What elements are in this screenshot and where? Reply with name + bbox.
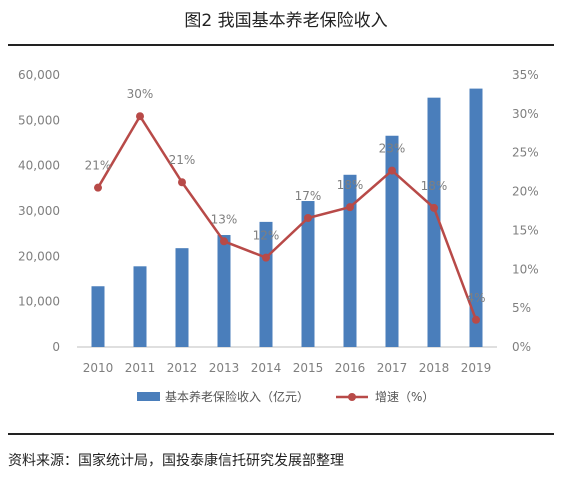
y-left-tick-label: 30,000 <box>18 204 60 218</box>
growth-point <box>472 315 480 324</box>
growth-data-label: 13% <box>211 212 238 226</box>
x-tick-label: 2010 <box>83 361 114 375</box>
y-right-tick-label: 35% <box>512 68 539 82</box>
growth-data-label: 30% <box>127 87 154 101</box>
y-right-tick-label: 10% <box>512 262 539 276</box>
top-rule <box>8 44 554 46</box>
bar <box>175 248 189 347</box>
bar <box>91 286 105 347</box>
growth-data-label: 18% <box>421 179 448 193</box>
x-tick-label: 2013 <box>209 361 240 375</box>
bar <box>343 174 357 347</box>
legend-bar-swatch <box>137 392 160 401</box>
x-tick-label: 2018 <box>419 361 450 375</box>
growth-data-label: 17% <box>295 189 322 203</box>
growth-data-label: 18% <box>337 178 364 192</box>
bar <box>217 235 231 347</box>
legend-bar-label: 基本养老保险收入（亿元） <box>165 389 309 404</box>
bar <box>427 97 441 348</box>
growth-data-label: 4% <box>466 291 485 305</box>
growth-point <box>178 178 186 187</box>
y-left-tick-label: 60,000 <box>18 68 60 82</box>
growth-point <box>388 166 396 175</box>
bottom-rule <box>8 433 554 435</box>
x-tick-label: 2016 <box>335 361 366 375</box>
x-tick-label: 2015 <box>293 361 324 375</box>
source-note: 资料来源：国家统计局，国投泰康信托研究发展部整理 <box>8 453 344 469</box>
y-left-tick-label: 40,000 <box>18 159 60 173</box>
y-right-tick-label: 0% <box>512 340 531 354</box>
growth-data-label: 21% <box>85 159 112 173</box>
growth-point <box>346 203 354 212</box>
bar <box>133 266 147 347</box>
growth-point <box>94 183 102 192</box>
y-right-tick-label: 30% <box>512 107 539 121</box>
y-right-tick-label: 25% <box>512 146 539 160</box>
growth-point <box>262 253 270 262</box>
growth-point <box>430 203 438 212</box>
x-tick-label: 2019 <box>461 361 492 375</box>
y-left-tick-label: 10,000 <box>18 295 60 309</box>
legend-line-label: 增速（%） <box>375 390 434 404</box>
chart-title: 图2 我国基本养老保险收入 <box>184 11 388 31</box>
x-tick-label: 2012 <box>167 361 198 375</box>
growth-point <box>136 112 144 121</box>
x-tick-label: 2011 <box>125 361 156 375</box>
y-left-tick-label: 20,000 <box>18 249 60 263</box>
x-tick-label: 2017 <box>377 361 408 375</box>
bar <box>385 135 399 347</box>
growth-point <box>304 213 312 222</box>
bar <box>301 201 315 347</box>
y-right-tick-label: 15% <box>512 223 539 237</box>
legend-line-marker <box>348 393 356 401</box>
growth-data-label: 23% <box>379 142 406 156</box>
y-left-tick-label: 50,000 <box>18 113 60 127</box>
growth-data-label: 12% <box>253 229 280 243</box>
x-tick-label: 2014 <box>251 361 282 375</box>
growth-line <box>96 113 478 321</box>
y-left-tick-label: 0 <box>52 340 60 354</box>
y-right-tick-label: 5% <box>512 301 531 315</box>
y-right-tick-label: 20% <box>512 185 539 199</box>
growth-point <box>220 237 228 246</box>
bar <box>469 88 483 347</box>
growth-data-label: 21% <box>169 153 196 167</box>
